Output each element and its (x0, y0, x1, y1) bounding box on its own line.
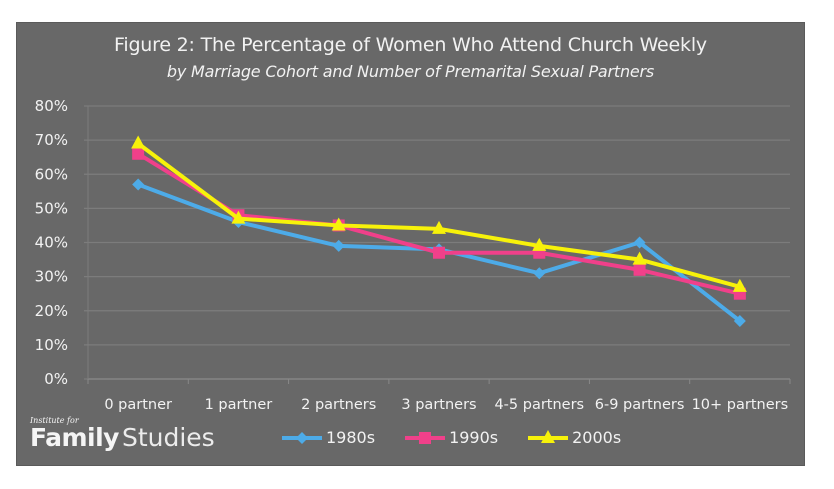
y-tick-label: 0% (44, 370, 68, 388)
legend-label: 1980s (326, 428, 376, 447)
x-tick-label: 3 partners (401, 397, 476, 413)
legend-marker (541, 429, 556, 443)
y-axis-ticks: 0% 10% 20% 30% 40% 50% 60% 70% 80% (35, 97, 68, 388)
series-lines (131, 135, 747, 327)
legend-item-1990s: 1990s (403, 428, 498, 447)
logo-light-text: Studies (121, 423, 215, 452)
x-tick-label: 10+ partners (692, 397, 789, 413)
y-tick-label: 20% (35, 302, 68, 320)
x-tick-label: 0 partner (104, 397, 172, 413)
data-point-2000s (331, 217, 346, 231)
series-2000s (131, 135, 747, 292)
data-point-1990s (433, 246, 445, 259)
data-point-2000s (131, 135, 146, 149)
data-point-1990s (633, 263, 646, 276)
data-point-2000s (732, 278, 747, 292)
data-point-2000s (632, 251, 647, 265)
chart-subtitle: by Marriage Cohort and Number of Premari… (166, 62, 655, 81)
legend-item-2000s: 2000s (526, 428, 621, 447)
legend-item-1980s: 1980s (280, 428, 375, 447)
data-point-1980s (332, 239, 345, 252)
legend-square-icon (405, 431, 446, 444)
x-axis: 0 partner 1 partner 2 partners 3 partners 4-… (87, 106, 791, 413)
series-line-2000s (136, 141, 741, 289)
legend-label: 2000s (572, 428, 622, 447)
x-tick-label: 2 partners (301, 397, 376, 413)
data-point-2000s (231, 210, 246, 224)
legend-label: 1990s (449, 428, 499, 447)
data-point-1980s (132, 178, 145, 191)
data-point-2000s (532, 237, 547, 251)
data-point-1980s (733, 314, 746, 327)
y-tick-label: 30% (35, 268, 68, 286)
logo-main-text: Family Studies (30, 423, 215, 452)
y-tick-label: 50% (35, 199, 68, 217)
data-point-1980s (533, 267, 546, 280)
data-point-1990s (533, 246, 546, 259)
y-tick-label: 80% (35, 97, 68, 115)
data-point-1980s (633, 236, 646, 249)
institute-logo: Institute for Family Studies (30, 416, 215, 452)
x-tick-label: 6-9 partners (595, 397, 685, 413)
x-tick-label: 4-5 partners (494, 397, 584, 413)
legend-marker (296, 431, 308, 444)
chart-title: Figure 2: The Percentage of Women Who At… (114, 34, 707, 56)
y-tick-label: 70% (35, 131, 68, 149)
legend-marker (419, 431, 432, 444)
data-point-1990s (132, 147, 145, 160)
legend-diamond-icon (282, 431, 322, 444)
x-tick-label: 1 partner (205, 397, 273, 413)
logo-bold-text: Family (30, 423, 119, 452)
y-tick-label: 60% (35, 165, 68, 183)
gridlines (84, 105, 790, 380)
y-tick-label: 40% (35, 234, 68, 252)
legend-triangle-icon (528, 429, 569, 443)
legend: 1980s 1990s 2000s (280, 428, 649, 447)
data-point-2000s (432, 220, 446, 234)
logo-small-text: Institute for (30, 416, 79, 425)
y-tick-label: 10% (35, 336, 68, 354)
